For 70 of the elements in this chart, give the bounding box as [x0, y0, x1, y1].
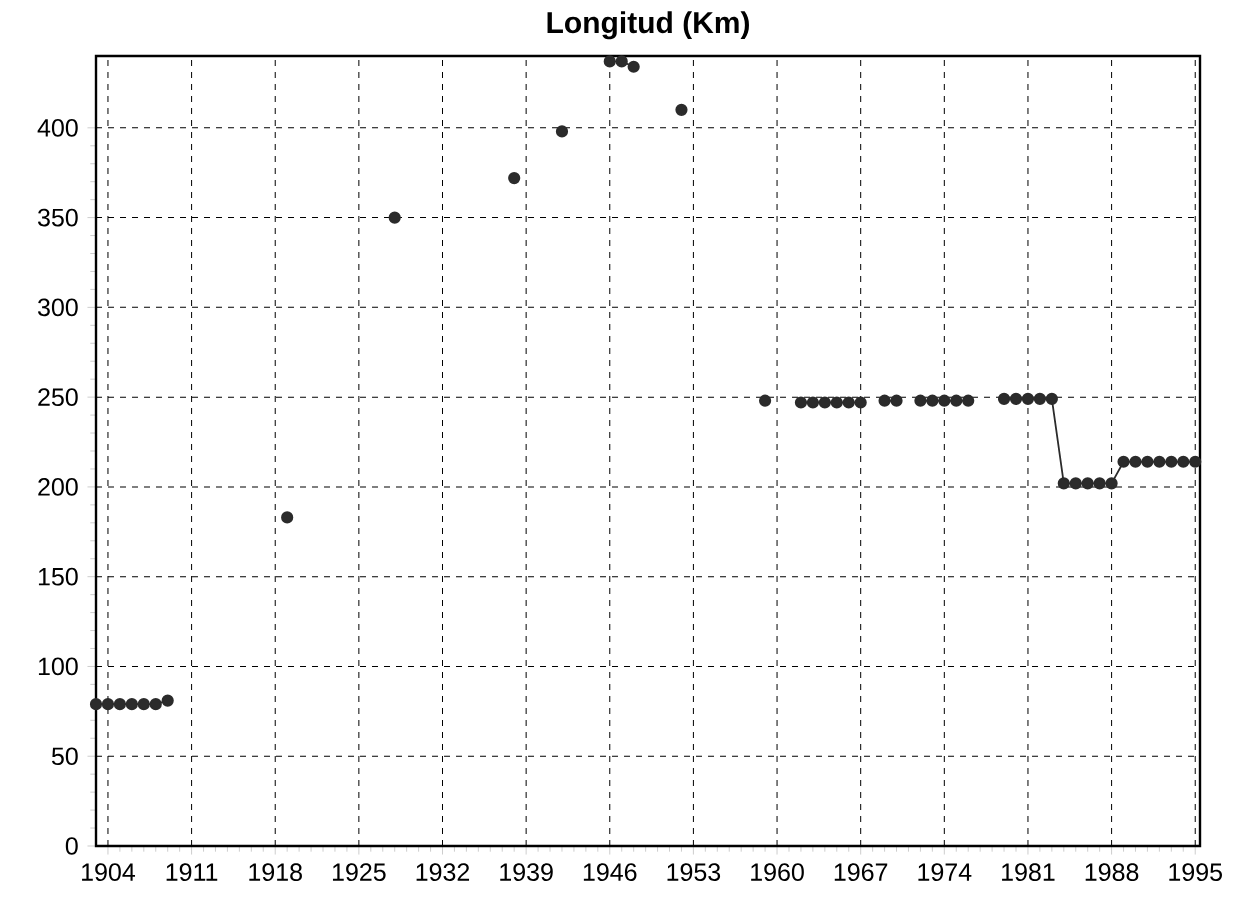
y-tick-label: 0 [65, 837, 78, 855]
x-tick-label: 1953 [667, 863, 721, 881]
point [818, 396, 831, 409]
point [1009, 392, 1023, 406]
point [962, 394, 975, 407]
point [627, 60, 640, 73]
point [603, 55, 616, 68]
y-tick-label: 150 [38, 567, 78, 586]
point [675, 103, 688, 116]
point [1153, 455, 1166, 468]
x-tick-label: 1939 [500, 863, 553, 881]
point [759, 394, 772, 407]
x-tick-label: 1904 [82, 863, 136, 881]
point [794, 396, 808, 409]
point [101, 698, 115, 711]
point [1117, 455, 1130, 468]
point [890, 394, 903, 407]
point [997, 392, 1011, 406]
y-tick-label: 100 [38, 657, 78, 676]
point [950, 394, 963, 407]
x-tick-label: 1981 [1002, 863, 1055, 881]
x-tick-label: 1911 [166, 863, 218, 881]
x-tick-label: 1967 [834, 863, 888, 881]
point [615, 55, 628, 68]
y-tick-label: 250 [38, 388, 78, 406]
x-tick-label: 1974 [918, 863, 972, 881]
point [508, 171, 521, 185]
point [806, 396, 819, 409]
point [137, 698, 150, 711]
point [161, 694, 174, 707]
point [125, 698, 138, 711]
point [878, 394, 891, 407]
point [1141, 455, 1154, 468]
x-tick-label: 1946 [583, 863, 637, 881]
point [281, 511, 294, 524]
point [926, 394, 939, 407]
point [842, 396, 855, 409]
point [1081, 477, 1094, 490]
point [1021, 392, 1035, 406]
y-tick-label: 200 [38, 478, 78, 496]
point [1057, 477, 1070, 490]
x-tick-label: 1932 [416, 863, 470, 881]
point [388, 211, 401, 224]
y-tick-label: 50 [51, 747, 78, 766]
point [1177, 455, 1190, 468]
x-tick-label: 1988 [1085, 863, 1139, 881]
point [1129, 455, 1142, 468]
point [1045, 392, 1058, 406]
x-tick-label: 1960 [751, 863, 804, 881]
point [89, 698, 103, 711]
y-tick-label: 350 [37, 208, 78, 227]
y-tick-label: 300 [37, 298, 78, 317]
point [1105, 477, 1118, 490]
point [1069, 477, 1082, 490]
x-tick-label: 1995 [1169, 863, 1222, 881]
chart-title: Longitud (Km) [547, 11, 749, 40]
x-tick-label: 1925 [332, 863, 386, 881]
point [1165, 455, 1178, 468]
point [113, 698, 126, 711]
x-tick-label: 1918 [249, 863, 302, 881]
point [938, 394, 951, 407]
point [1189, 455, 1202, 468]
point [830, 396, 843, 409]
point [1093, 477, 1106, 490]
point [555, 125, 569, 138]
point [1033, 392, 1046, 406]
y-tick-label: 400 [37, 118, 78, 137]
point [914, 394, 927, 407]
point [149, 698, 162, 711]
point [854, 396, 867, 409]
